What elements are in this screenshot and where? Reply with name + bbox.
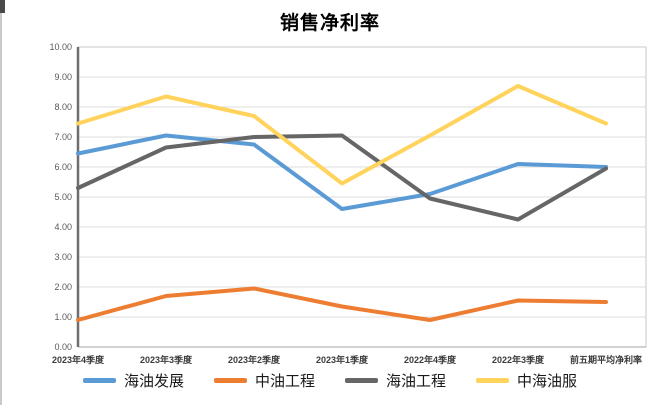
x-tick-label: 2022年3季度 [491,355,545,365]
legend-line-sample [213,378,247,383]
legend-item-海油发展: 海油发展 [82,370,184,391]
series-line-中海油服 [76,84,608,186]
y-tick-label: 8.00 [54,102,72,112]
y-tick-label: 7.00 [54,132,72,142]
x-tick-label: 前五期平均净利率 [569,355,642,365]
y-tick-label: 2.00 [54,282,72,292]
window-corner-notch [0,0,5,13]
x-tick-label: 2022年4季度 [403,355,457,365]
legend-label: 中海油服 [517,373,578,390]
window-left-edge [0,0,2,405]
x-tick-label: 2023年3季度 [139,355,193,365]
series-line-海油发展 [76,133,608,211]
x-tick-label: 2023年1季度 [315,355,369,365]
series-line-中油工程 [76,286,608,322]
y-tick-label: 9.00 [54,72,72,82]
legend-item-中油工程: 中油工程 [213,370,315,391]
legend-label: 海油发展 [123,373,184,390]
y-tick-label: 10.00 [49,42,72,52]
y-tick-label: 3.00 [54,252,72,262]
y-tick-label: 6.00 [54,162,72,172]
series-line-海油工程 [76,133,608,222]
x-tick-label: 2023年4季度 [51,355,105,365]
legend-item-中海油服: 中海油服 [476,370,577,391]
x-tick-label: 2023年2季度 [227,355,281,365]
y-tick-label: 0.00 [54,342,72,352]
legend-line-sample [345,378,378,383]
chart-title: 销售净利率 [279,13,380,34]
y-tick-label: 1.00 [54,312,72,322]
y-tick-label: 5.00 [54,192,72,202]
legend-line-sample [82,378,116,383]
legend-label: 海油工程 [386,373,447,390]
legend-line-sample [476,378,510,383]
legend-label: 中油工程 [254,373,315,390]
y-tick-label: 4.00 [54,222,72,232]
chart-legend: 海油发展 中油工程 海油工程 中海油服 [0,370,660,391]
legend-item-海油工程: 海油工程 [345,370,446,391]
